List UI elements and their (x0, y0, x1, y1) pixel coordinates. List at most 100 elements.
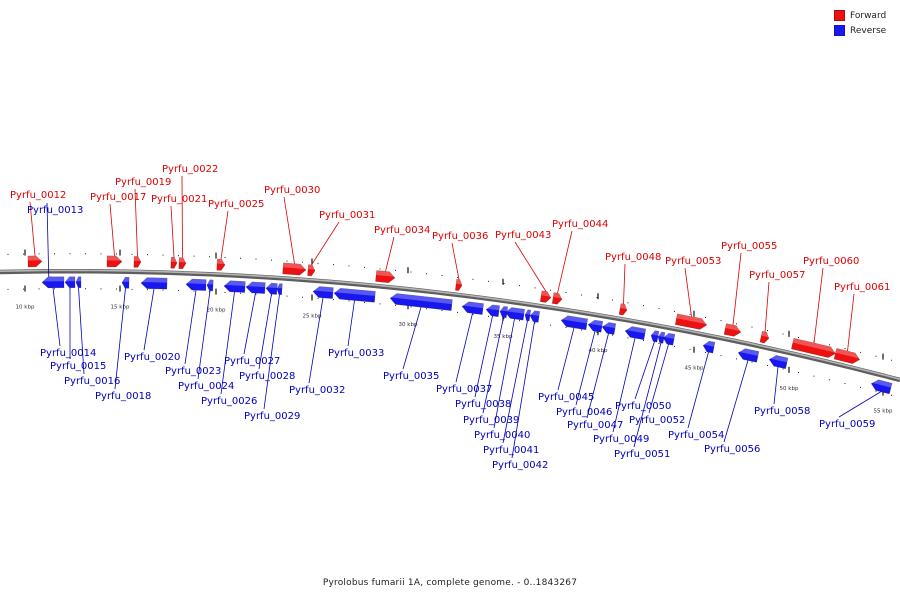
gene-arrow-Pyrfu_0020 (140, 277, 168, 290)
scale-label: 10 kbp (16, 305, 35, 311)
gene-arrow-Pyrfu_0029 (276, 283, 283, 296)
leader-line (511, 321, 535, 459)
gene-label: Pyrfu_0049 (593, 434, 649, 445)
leader-line (648, 344, 669, 414)
scale-label: 15 kbp (111, 305, 130, 311)
leader-line (838, 391, 882, 418)
legend-item-reverse: Reverse (834, 23, 894, 38)
leader-line (78, 287, 85, 375)
gene-arrow-Pyrfu_0014 (41, 276, 65, 289)
gene-arrow-body (529, 310, 541, 323)
leader-line (732, 252, 742, 326)
gene-arrow-highlight (376, 270, 396, 277)
gene-arrow-Pyrfu_0030 (282, 262, 307, 276)
leader-line (402, 307, 422, 370)
gene-label: Pyrfu_0061 (834, 282, 890, 293)
strand-legend: Forward Reverse (834, 8, 894, 38)
gene-label: Pyrfu_0021 (151, 194, 207, 205)
legend-item-forward: Forward (834, 8, 894, 23)
gene-label: Pyrfu_0034 (374, 225, 430, 236)
gene-label: Pyrfu_0022 (162, 164, 218, 175)
leader-line (385, 236, 395, 272)
leader-line (813, 267, 824, 344)
gene-arrow-Pyrfu_0016 (75, 276, 82, 288)
leader-line (634, 341, 655, 400)
gene-arrow-body (759, 330, 770, 344)
leader-line (311, 221, 340, 266)
leader-line (243, 293, 256, 355)
gene-label: Pyrfu_0051 (614, 449, 670, 460)
gene-arrow-Pyrfu_0049 (624, 326, 647, 341)
gene-arrow-highlight (141, 277, 168, 283)
gene-arrow-highlight (602, 322, 616, 329)
gene-arrow-Pyrfu_0027 (245, 281, 266, 294)
gene-arrow-highlight (792, 338, 836, 353)
gene-label: Pyrfu_0040 (474, 430, 530, 441)
gene-arrow-body (140, 277, 168, 290)
scale-label: 55 kbp (874, 409, 893, 415)
gene-arrow-body (551, 292, 563, 305)
gene-arrow-Pyrfu_0046 (587, 319, 604, 333)
gene-arrow-Pyrfu_0061 (833, 348, 860, 364)
gene-arrow-body (485, 304, 500, 317)
gene-arrow-highlight (525, 309, 531, 315)
gene-arrow-body (333, 287, 376, 303)
gene-arrow-Pyrfu_0015 (64, 276, 76, 288)
gene-label: Pyrfu_0053 (665, 256, 721, 267)
gene-label: Pyrfu_0059 (819, 419, 875, 430)
gene-arrow-highlight (486, 304, 500, 311)
gene-label: Pyrfu_0025 (208, 199, 264, 210)
gene-label: Pyrfu_0047 (567, 420, 623, 431)
gene-arrow-highlight (313, 286, 334, 293)
leader-line (687, 351, 709, 429)
leader-line (184, 290, 197, 365)
gene-arrow-Pyrfu_0033 (333, 287, 376, 303)
gene-label: Pyrfu_0050 (615, 401, 671, 412)
gene-label: Pyrfu_0048 (605, 252, 661, 263)
leader-line (143, 288, 155, 351)
gene-label: Pyrfu_0026 (201, 396, 257, 407)
gene-arrow-body (265, 282, 278, 295)
gene-label: Pyrfu_0054 (668, 430, 724, 441)
gene-label: Pyrfu_0031 (319, 210, 375, 221)
gene-arrow-Pyrfu_0021 (170, 257, 178, 269)
leader-line (220, 210, 229, 260)
gene-arrow-highlight (134, 256, 142, 261)
gene-arrow-highlight (41, 276, 64, 282)
gene-arrow-Pyrfu_0060 (791, 337, 836, 358)
gene-arrow-Pyrfu_0059 (870, 379, 893, 395)
gene-arrow-body (601, 322, 617, 335)
scale-label: 50 kbp (780, 386, 799, 392)
gene-arrow-highlight (456, 279, 463, 285)
gene-label: Pyrfu_0043 (495, 230, 551, 241)
leader-line (764, 281, 770, 333)
gene-label: Pyrfu_0058 (754, 406, 810, 417)
gene-arrow-body (27, 255, 43, 268)
gene-label: Pyrfu_0030 (264, 185, 320, 196)
gene-label: Pyrfu_0042 (492, 460, 548, 471)
leader-line (46, 202, 50, 288)
gene-arrow-body (618, 303, 628, 316)
gene-arrow-Pyrfu_0035 (389, 293, 453, 311)
leader-line (514, 241, 547, 292)
gene-label: Pyrfu_0045 (538, 392, 594, 403)
gene-arrow-highlight (277, 283, 283, 289)
gene-label: Pyrfu_0039 (463, 415, 519, 426)
gene-arrow-highlight (308, 264, 316, 270)
gene-arrow-highlight (122, 277, 130, 282)
gene-arrow-body (870, 379, 893, 395)
gene-arrow-Pyrfu_0045 (560, 315, 588, 331)
gene-arrow-Pyrfu_0032 (312, 286, 334, 299)
gene-arrow-highlight (738, 348, 759, 356)
gene-arrow-Pyrfu_0041 (524, 309, 532, 322)
gene-label-layer: Pyrfu_0012 Pyrfu_0013 Pyrfu_0014 Pyrfu_0015… (10, 164, 890, 471)
gene-arrow-highlight (703, 341, 715, 347)
gene-label: Pyrfu_0046 (556, 407, 612, 418)
gene-arrow-Pyrfu_0012 (27, 255, 43, 268)
legend-swatch-reverse (834, 25, 845, 36)
leader-line (773, 366, 779, 405)
gene-arrow-highlight (246, 281, 266, 288)
gene-arrow-highlight (588, 320, 603, 326)
gene-label: Pyrfu_0018 (95, 391, 151, 402)
gene-arrow-Pyrfu_0047 (601, 322, 617, 335)
